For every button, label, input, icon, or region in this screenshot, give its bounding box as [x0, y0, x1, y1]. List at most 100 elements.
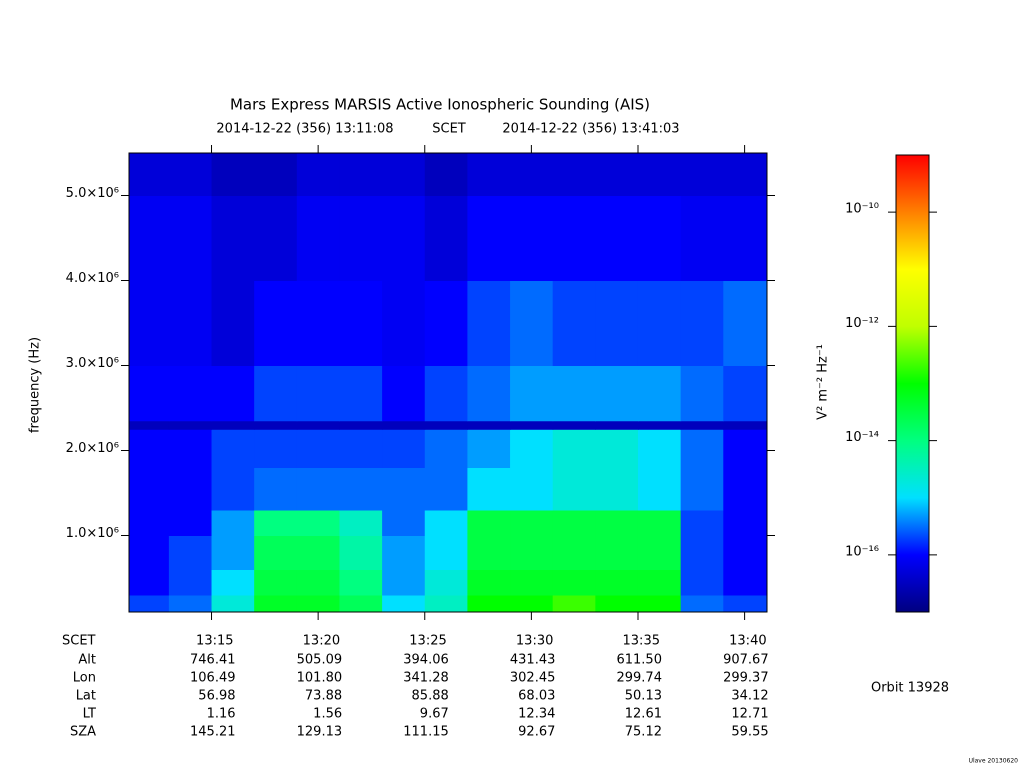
- heatmap-cell: [129, 365, 170, 422]
- y-tick-label: 4.0×10⁶: [66, 271, 119, 286]
- ephemeris-value: 12.71: [731, 707, 768, 722]
- ephemeris-value: 299.74: [616, 671, 662, 686]
- ephemeris-value: 68.03: [518, 689, 555, 704]
- heatmap-cell: [339, 535, 383, 570]
- heatmap-cell: [680, 569, 724, 596]
- heatmap-cell: [339, 153, 383, 196]
- heatmap-cell: [339, 365, 383, 422]
- heatmap-cell: [637, 429, 682, 468]
- heatmap-cell: [723, 429, 768, 468]
- heatmap-cell: [382, 195, 426, 281]
- heatmap-cell: [211, 365, 255, 422]
- heatmap-cell: [254, 280, 298, 366]
- heatmap-cell: [424, 429, 468, 468]
- heatmap-cell: [211, 429, 255, 468]
- heatmap-cell: [339, 195, 383, 281]
- heatmap-cell: [510, 420, 554, 430]
- ephemeris-value: 92.67: [518, 725, 555, 740]
- colorbar-label: V² m⁻² Hz⁻¹: [816, 344, 831, 420]
- colorbar-tick-label: 10⁻¹⁰: [845, 202, 879, 217]
- heatmap-cell: [510, 153, 554, 196]
- heatmap-cell: [254, 467, 298, 511]
- heatmap-cell: [552, 280, 596, 366]
- heatmap-cell: [382, 420, 426, 430]
- heatmap-cell: [680, 195, 724, 281]
- heatmap-cell: [129, 429, 170, 468]
- heatmap-cell: [723, 595, 768, 613]
- heatmap-cell: [168, 365, 213, 422]
- time-start: 2014-12-22 (356) 13:11:08: [216, 122, 393, 137]
- heatmap-cell: [339, 467, 383, 511]
- heatmap-cell: [339, 595, 383, 613]
- heatmap-cell: [296, 510, 340, 536]
- heatmap-cell: [254, 153, 298, 196]
- heatmap-cell: [382, 429, 426, 468]
- heatmap-cell: [168, 467, 213, 511]
- heatmap-cell: [595, 467, 639, 511]
- heatmap-cell: [382, 153, 426, 196]
- y-tick-label: 3.0×10⁶: [66, 356, 119, 371]
- heatmap-cell: [254, 569, 298, 596]
- heatmap-cell: [211, 195, 255, 281]
- heatmap-cell: [467, 280, 511, 366]
- heatmap-cell: [637, 510, 682, 536]
- heatmap-cell: [552, 365, 596, 422]
- heatmap-cell: [723, 365, 768, 422]
- heatmap-cell: [552, 420, 596, 430]
- heatmap-cell: [168, 535, 213, 570]
- ephemeris-value: 12.34: [518, 707, 555, 722]
- ephemeris-label: LT: [83, 707, 96, 722]
- heatmap-cell: [510, 510, 554, 536]
- footnote: Ulave 20130620: [969, 758, 1019, 765]
- heatmap-cell: [510, 595, 554, 613]
- heatmap-cell: [467, 595, 511, 613]
- ephemeris-value: 85.88: [412, 689, 449, 704]
- heatmap-cell: [467, 510, 511, 536]
- ephemeris-label: SZA: [70, 725, 96, 740]
- heatmap-cell: [680, 153, 724, 196]
- heatmap-cell: [339, 420, 383, 430]
- ephemeris-value: 1.56: [313, 707, 342, 722]
- heatmap-cell: [680, 420, 724, 430]
- time-end: 2014-12-22 (356) 13:41:03: [502, 122, 679, 137]
- heatmap-cell: [296, 280, 340, 366]
- heatmap-cell: [211, 280, 255, 366]
- heatmap-cell: [168, 595, 213, 613]
- heatmap-cell: [723, 467, 768, 511]
- heatmap-cell: [296, 153, 340, 196]
- heatmap-cell: [680, 280, 724, 366]
- heatmap-cell: [424, 153, 468, 196]
- ephemeris-value: 341.28: [403, 671, 449, 686]
- heatmap-cell: [552, 153, 596, 196]
- heatmap-cell: [637, 195, 682, 281]
- heatmap-cell: [637, 535, 682, 570]
- y-tick-label: 2.0×10⁶: [66, 441, 119, 456]
- colorbar-tick-label: 10⁻¹²: [845, 316, 879, 331]
- heatmap-cell: [467, 569, 511, 596]
- ephemeris-value: 302.45: [510, 671, 556, 686]
- ephemeris-value: 59.55: [731, 725, 768, 740]
- heatmap-cell: [552, 429, 596, 468]
- heatmap-cell: [382, 365, 426, 422]
- heatmap-cell: [723, 535, 768, 570]
- heatmap-cell: [424, 595, 468, 613]
- heatmap-cell: [339, 429, 383, 468]
- heatmap-cell: [637, 280, 682, 366]
- heatmap-cell: [382, 510, 426, 536]
- heatmap-cell: [680, 595, 724, 613]
- heatmap-cell: [168, 569, 213, 596]
- heatmap-cell: [595, 429, 639, 468]
- heatmap-cell: [510, 535, 554, 570]
- heatmap-cell: [552, 535, 596, 570]
- x-tick-label: 13:30: [516, 634, 553, 649]
- heatmap-cell: [168, 420, 213, 430]
- heatmap-cell: [211, 467, 255, 511]
- heatmap-cell: [595, 510, 639, 536]
- chart-title: Mars Express MARSIS Active Ionospheric S…: [230, 96, 650, 114]
- ephemeris-value: 73.88: [305, 689, 342, 704]
- ephemeris-label: Alt: [78, 653, 96, 668]
- heatmap-cell: [129, 153, 170, 196]
- heatmap-cell: [552, 569, 596, 596]
- heatmap-cell: [552, 595, 596, 613]
- heatmap-cell: [723, 420, 768, 430]
